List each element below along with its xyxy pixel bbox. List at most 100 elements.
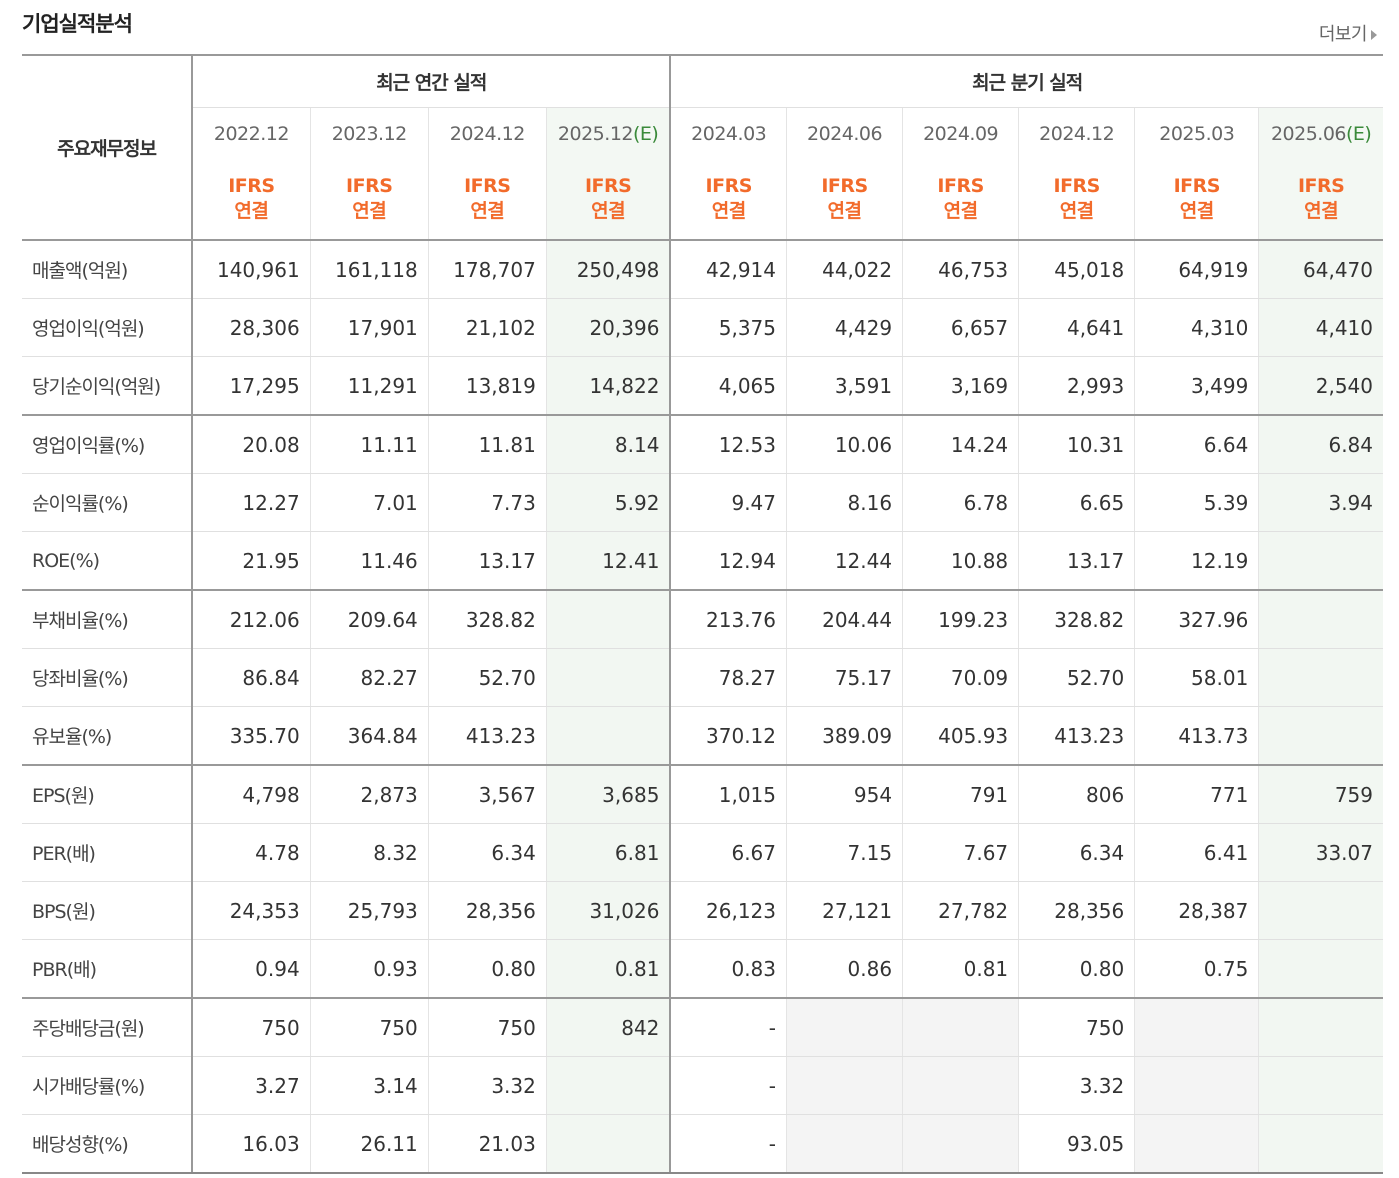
table-cell: 0.81 bbox=[545, 939, 672, 999]
table-cell: 3.14 bbox=[309, 1056, 429, 1115]
row-label: BPS(원) bbox=[22, 881, 194, 940]
period-label: 2024.09 bbox=[923, 122, 999, 145]
table-cell bbox=[1258, 998, 1383, 1057]
table-cell bbox=[1258, 648, 1383, 707]
table-cell: 3.27 bbox=[192, 1056, 311, 1115]
period-header: 2025.06(E) bbox=[1258, 107, 1383, 159]
table-cell bbox=[1258, 590, 1383, 649]
table-cell bbox=[545, 706, 672, 766]
table-cell: 140,961 bbox=[192, 240, 311, 299]
table-cell: 10.31 bbox=[1018, 415, 1135, 474]
basis-line1: IFRS bbox=[1297, 175, 1345, 197]
row-label: 배당성향(%) bbox=[22, 1114, 194, 1174]
table-cell: 771 bbox=[1134, 765, 1259, 824]
table-row: 배당성향(%) 16.03 26.11 21.03 - 93.05 bbox=[22, 1114, 1383, 1174]
basis-header: IFRS 연결 bbox=[1018, 159, 1135, 241]
table-cell: 3.32 bbox=[1018, 1056, 1135, 1115]
table-cell: 0.94 bbox=[192, 939, 311, 999]
table-cell: 2,873 bbox=[309, 765, 429, 824]
more-label: 더보기 bbox=[1318, 24, 1368, 45]
table-cell: 7.15 bbox=[785, 823, 903, 882]
table-cell: 364.84 bbox=[309, 706, 429, 766]
table-cell: 16.03 bbox=[192, 1114, 311, 1174]
basis-line1: IFRS bbox=[821, 175, 868, 197]
table-row: 당기순이익(억원) 17,295 11,291 13,819 14,822 4,065 3,… bbox=[22, 356, 1383, 416]
table-cell: 46,753 bbox=[902, 240, 1019, 299]
table-cell bbox=[785, 998, 903, 1057]
table-cell bbox=[1258, 881, 1383, 940]
table-cell: 954 bbox=[785, 765, 903, 824]
basis-line1: IFRS bbox=[937, 175, 984, 197]
period-header: 2024.12 bbox=[427, 107, 547, 159]
basis-line2: 연결 bbox=[711, 200, 746, 222]
estimate-marker: (E) bbox=[1346, 122, 1372, 145]
basis-line2: 연결 bbox=[591, 200, 626, 222]
table-cell bbox=[1134, 1114, 1259, 1174]
table-cell bbox=[545, 1056, 672, 1115]
table-cell: - bbox=[670, 1114, 787, 1174]
table-cell: 24,353 bbox=[192, 881, 311, 940]
table-cell: 5.39 bbox=[1134, 473, 1259, 532]
period-label: 2022.12 bbox=[213, 122, 290, 145]
table-cell: 759 bbox=[1258, 765, 1383, 824]
row-label: 매출액(억원) bbox=[22, 240, 194, 299]
table-cell: 27,121 bbox=[785, 881, 903, 940]
table-cell: 10.88 bbox=[902, 531, 1019, 591]
period-label: 2024.12 bbox=[1039, 122, 1115, 145]
row-header-label: 주요재무정보 bbox=[22, 54, 194, 241]
period-header: 2024.03 bbox=[670, 108, 786, 160]
row-label: 영업이익(억원) bbox=[22, 298, 194, 357]
table-cell: 11.46 bbox=[309, 531, 429, 591]
table-row: 당좌비율(%) 86.84 82.27 52.70 78.27 75.17 70.09 52.… bbox=[22, 648, 1383, 707]
table-cell: 405.93 bbox=[902, 706, 1019, 766]
period-header: 2024.06 bbox=[785, 107, 903, 159]
basis-line1: IFRS bbox=[228, 175, 275, 197]
table-cell: 842 bbox=[545, 998, 672, 1057]
period-label: 2023.12 bbox=[331, 122, 408, 145]
table-cell: 0.86 bbox=[785, 939, 903, 999]
basis-line2: 연결 bbox=[827, 200, 862, 222]
table-cell: 78.27 bbox=[670, 648, 787, 707]
table-cell bbox=[1258, 706, 1383, 766]
basis-header: IFRS 연결 bbox=[545, 159, 672, 241]
table-cell: 14,822 bbox=[545, 356, 672, 416]
table-cell: 28,387 bbox=[1134, 881, 1259, 940]
table-cell: 4,410 bbox=[1258, 298, 1383, 357]
table-cell: 27,782 bbox=[902, 881, 1019, 940]
table-cell: 0.93 bbox=[309, 939, 429, 999]
table-cell: 6.67 bbox=[670, 823, 787, 882]
basis-header: IFRS 연결 bbox=[670, 159, 787, 241]
basis-line2: 연결 bbox=[1059, 200, 1094, 222]
table-cell bbox=[545, 590, 672, 649]
table-cell: 6.64 bbox=[1134, 415, 1259, 474]
table-cell: 6.34 bbox=[427, 823, 547, 882]
table-cell: 3,567 bbox=[427, 765, 547, 824]
basis-line2: 연결 bbox=[1179, 200, 1214, 222]
period-header: 2023.12 bbox=[309, 107, 429, 159]
table-cell: 213.76 bbox=[670, 590, 787, 649]
table-cell: 45,018 bbox=[1018, 240, 1135, 299]
table-cell bbox=[902, 1114, 1019, 1174]
table-cell: 750 bbox=[192, 998, 311, 1057]
table-cell: 11.11 bbox=[309, 415, 429, 474]
table-cell: 26.11 bbox=[309, 1114, 429, 1174]
table-cell: 8.16 bbox=[785, 473, 903, 532]
period-header: 2022.12 bbox=[192, 108, 310, 160]
table-cell: - bbox=[670, 1056, 787, 1115]
chevron-right-icon bbox=[1371, 30, 1377, 40]
more-link[interactable]: 더보기 bbox=[1319, 20, 1377, 46]
table-cell: 8.32 bbox=[309, 823, 429, 882]
table-cell: 21.95 bbox=[192, 531, 311, 591]
financial-table: 주요재무정보 최근 연간 실적 최근 분기 실적 2022.12 2023.12 2… bbox=[22, 54, 1383, 1174]
table-row: 시가배당률(%) 3.27 3.14 3.32-3.32 bbox=[22, 1056, 1383, 1115]
row-label: EPS(원) bbox=[22, 765, 194, 824]
basis-line2: 연결 bbox=[943, 200, 978, 222]
basis-line2: 연결 bbox=[352, 200, 387, 222]
table-cell: 86.84 bbox=[192, 648, 311, 707]
table-cell: 5.92 bbox=[545, 473, 672, 532]
period-header: 2025.12(E) bbox=[545, 107, 672, 159]
basis-line1: IFRS bbox=[1173, 175, 1221, 197]
table-cell: 3.32 bbox=[427, 1056, 547, 1115]
table-cell: 70.09 bbox=[902, 648, 1019, 707]
table-row: 순이익률(%) 12.27 7.01 7.73 5.92 9.47 8.16 6.78 6.65… bbox=[22, 473, 1383, 532]
